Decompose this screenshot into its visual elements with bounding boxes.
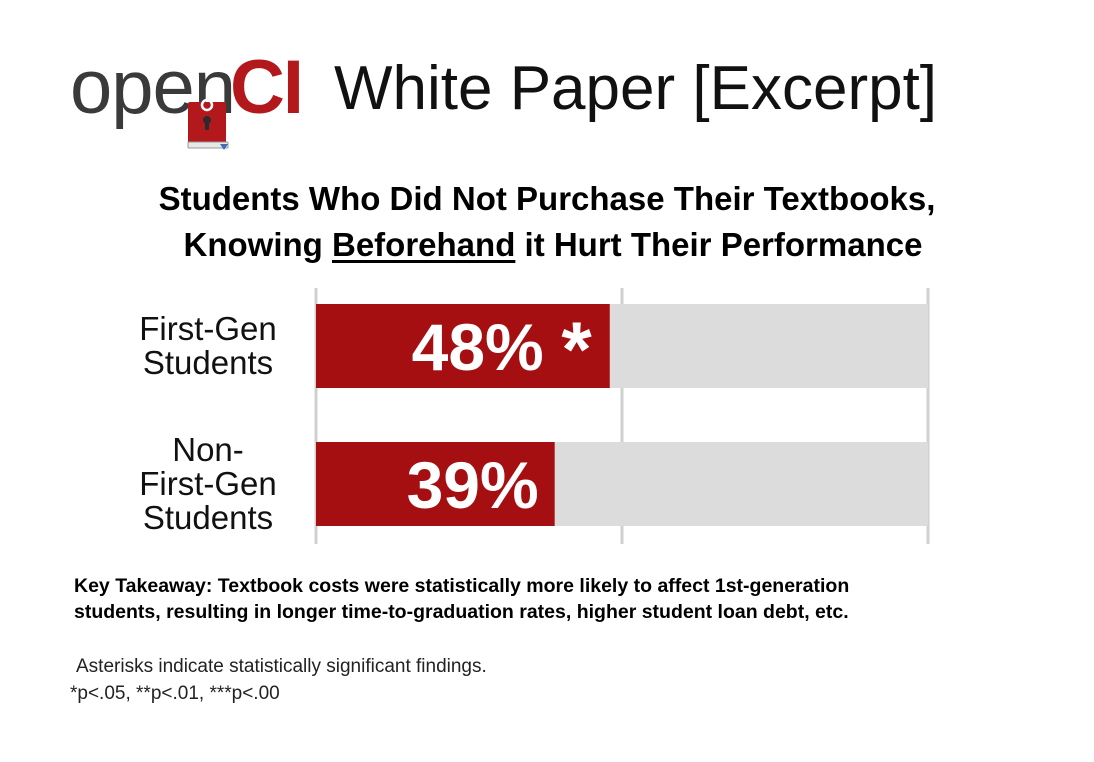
category-label-line: Students (143, 344, 273, 381)
key-takeaway: Key Takeaway: Textbook costs were statis… (74, 573, 1054, 625)
bar-1 (316, 442, 555, 526)
page-title: White Paper [Excerpt] (334, 54, 938, 123)
category-label-1: Non-First-Gen Students (139, 431, 277, 536)
footnote-line1: Asterisks indicate statistically signifi… (76, 656, 487, 677)
chart-title-line2: Knowing Beforehand it Hurt Their Perform… (0, 222, 1094, 268)
category-label-line: Students (143, 499, 273, 536)
category-label-line: Non- (172, 431, 244, 468)
book-lock-icon (187, 98, 229, 150)
key-takeaway-line2: students, resulting in longer time-to-gr… (74, 601, 849, 623)
chart-title-line2-after: it Hurt Their Performance (515, 226, 923, 263)
category-label-line: First-Gen (139, 310, 277, 347)
chart-title-line1: Students Who Did Not Purchase Their Text… (158, 180, 936, 217)
footnote-line2: *p<.05, **p<.01, ***p<.00 (70, 683, 280, 704)
chart-title: Students Who Did Not Purchase Their Text… (0, 176, 1094, 268)
significance-marker-0: * (561, 305, 592, 393)
chart-title-underlined-word: Beforehand (332, 226, 516, 263)
data-label-1: 39% (407, 448, 539, 522)
data-label-0: 48% (412, 310, 544, 384)
footnote: Asterisks indicate statistically signifi… (70, 653, 487, 707)
chart-title-line2-before: Knowing (183, 226, 332, 263)
key-takeaway-line1: Key Takeaway: Textbook costs were statis… (74, 575, 850, 597)
logo-text-ci: CI (230, 45, 304, 130)
category-label-0: First-Gen Students (139, 310, 277, 381)
category-label-line: First-Gen (139, 465, 277, 502)
bar-0 (316, 304, 610, 388)
